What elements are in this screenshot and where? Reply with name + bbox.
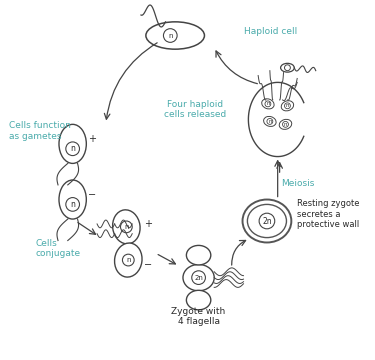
Text: n: n	[268, 119, 272, 124]
Circle shape	[66, 142, 80, 156]
Text: Zygote with
4 flagella: Zygote with 4 flagella	[171, 307, 226, 327]
Ellipse shape	[112, 210, 140, 244]
Ellipse shape	[59, 124, 86, 163]
Circle shape	[282, 121, 288, 127]
Ellipse shape	[59, 180, 86, 219]
Text: n: n	[124, 224, 129, 230]
Ellipse shape	[146, 22, 204, 49]
Text: n: n	[70, 144, 75, 153]
Circle shape	[66, 198, 80, 211]
Text: Meiosis: Meiosis	[282, 179, 315, 188]
Circle shape	[267, 118, 273, 124]
Text: n: n	[70, 200, 75, 209]
Circle shape	[120, 221, 132, 233]
Text: +: +	[144, 219, 152, 229]
Ellipse shape	[279, 120, 292, 129]
Ellipse shape	[114, 243, 142, 277]
Text: −: −	[88, 190, 96, 200]
Circle shape	[123, 254, 134, 266]
Text: n: n	[266, 102, 270, 106]
Text: n: n	[168, 32, 172, 39]
Ellipse shape	[281, 101, 294, 111]
Text: −: −	[144, 260, 152, 270]
Text: Haploid cell: Haploid cell	[243, 27, 297, 36]
Circle shape	[192, 271, 206, 284]
Text: Resting zygote
secretes a
protective wall: Resting zygote secretes a protective wal…	[297, 199, 360, 229]
Circle shape	[164, 29, 177, 42]
Ellipse shape	[264, 116, 276, 126]
Circle shape	[285, 65, 290, 71]
Text: n: n	[126, 257, 130, 263]
Ellipse shape	[183, 265, 214, 291]
Ellipse shape	[243, 199, 291, 243]
Text: Cells function
as gametes: Cells function as gametes	[9, 121, 71, 141]
Text: 2n: 2n	[262, 216, 272, 225]
Text: 2n: 2n	[194, 275, 203, 281]
Text: Cells
conjugate: Cells conjugate	[36, 239, 81, 258]
Ellipse shape	[186, 290, 211, 310]
Text: Four haploid
cells released: Four haploid cells released	[164, 100, 226, 120]
Text: n: n	[284, 122, 287, 127]
Ellipse shape	[186, 246, 211, 265]
Circle shape	[265, 101, 271, 107]
Text: +: +	[88, 134, 96, 144]
Ellipse shape	[262, 99, 274, 109]
Circle shape	[285, 103, 290, 109]
Text: n: n	[286, 103, 289, 108]
Circle shape	[259, 213, 275, 229]
Ellipse shape	[248, 204, 286, 238]
Ellipse shape	[280, 63, 294, 72]
